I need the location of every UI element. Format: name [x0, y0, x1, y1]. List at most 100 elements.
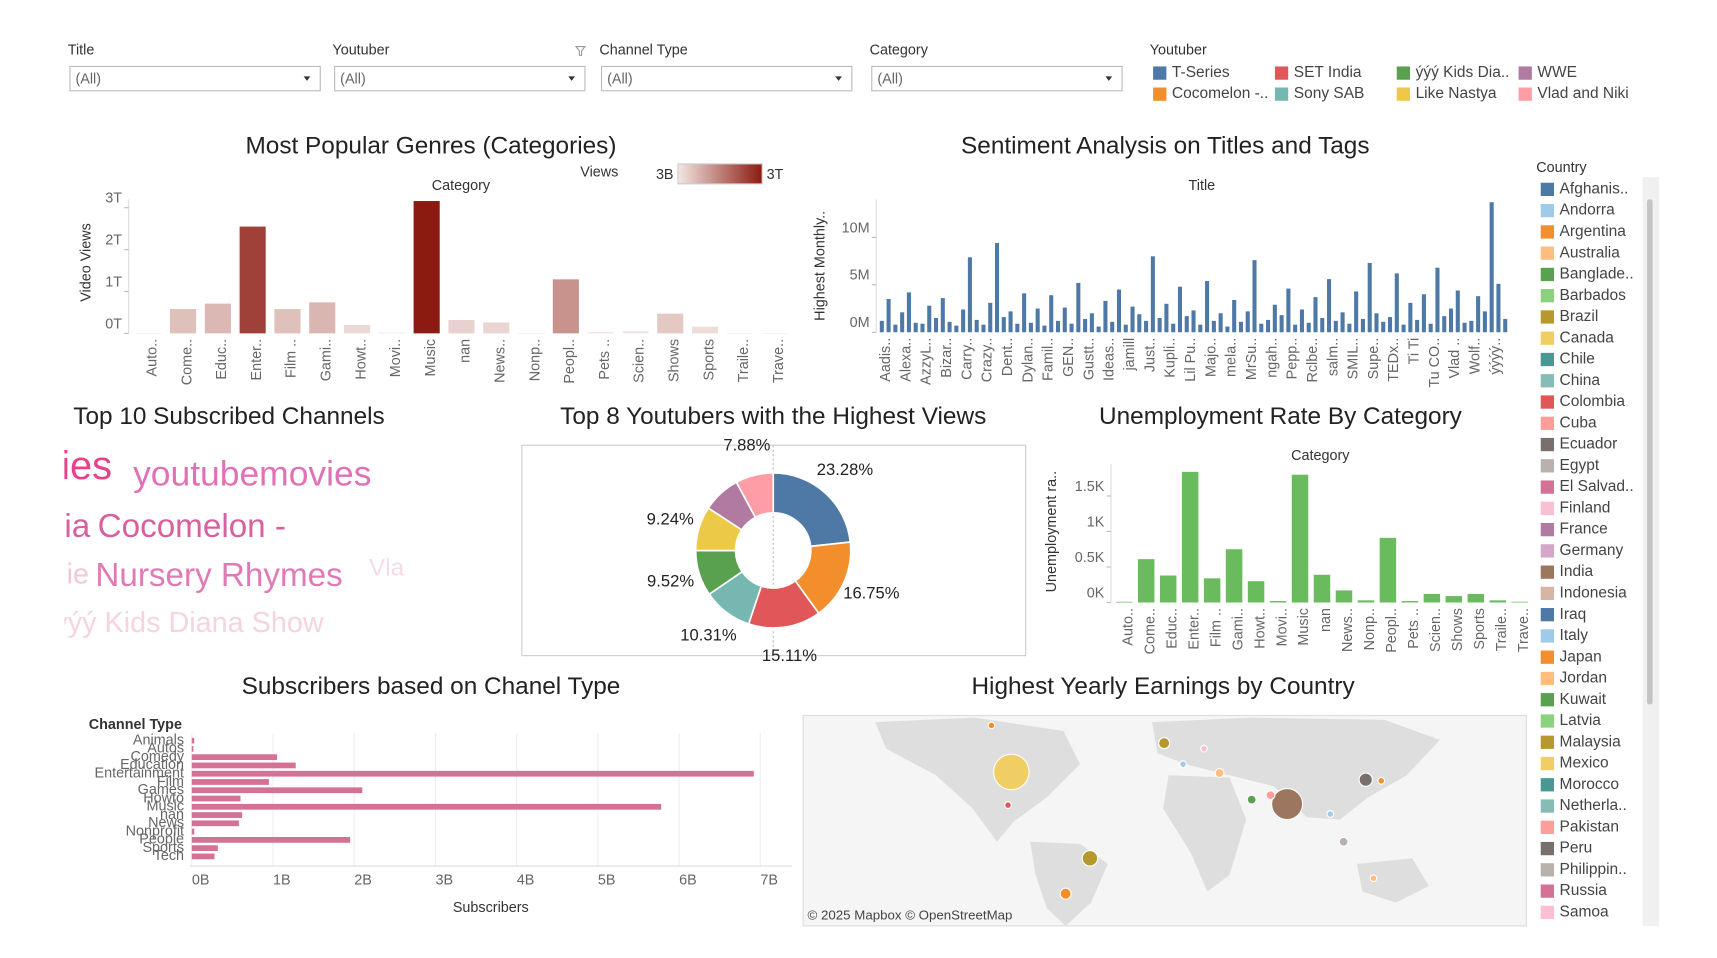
filter-dropdown[interactable]: [69, 65, 321, 92]
bar: [309, 302, 336, 334]
legend-swatch[interactable]: [1540, 289, 1555, 303]
bar: [1476, 296, 1481, 333]
legend-swatch[interactable]: [1540, 735, 1555, 749]
legend-label[interactable]: ýýý Kids Dia..: [1416, 64, 1510, 81]
legend-swatch[interactable]: [1274, 66, 1289, 80]
legend-label[interactable]: T-Series: [1172, 64, 1230, 81]
x-tick-label: Kupli..: [1163, 338, 1179, 378]
legend-label[interactable]: Kuwait: [1560, 691, 1607, 708]
bar: [1022, 293, 1027, 333]
filter-dropdown[interactable]: [334, 65, 586, 92]
legend-label[interactable]: Cuba: [1560, 414, 1597, 431]
legend-label[interactable]: Germany: [1560, 542, 1624, 559]
legend-swatch[interactable]: [1540, 374, 1555, 388]
legend-label[interactable]: WWE: [1537, 64, 1577, 81]
legend-swatch[interactable]: [1540, 225, 1555, 239]
legend-swatch[interactable]: [1518, 66, 1532, 80]
legend-label[interactable]: Colombia: [1560, 393, 1626, 410]
legend-label[interactable]: Mexico: [1560, 755, 1609, 772]
legend-label[interactable]: SET India: [1294, 64, 1362, 81]
legend-swatch[interactable]: [1274, 87, 1289, 101]
legend-swatch[interactable]: [1540, 778, 1555, 792]
dropdown-arrow: [1105, 76, 1113, 81]
legend-label[interactable]: Japan: [1560, 648, 1602, 665]
legend-swatch[interactable]: [1540, 884, 1555, 898]
legend-label[interactable]: France: [1560, 521, 1608, 538]
legend-swatch[interactable]: [1396, 66, 1411, 80]
legend-label[interactable]: Ecuador: [1560, 436, 1618, 453]
scrollbar-thumb[interactable]: [1647, 199, 1653, 705]
word: Cocomelon -: [98, 508, 286, 545]
legend-label[interactable]: Indonesia: [1560, 584, 1628, 601]
legend-swatch[interactable]: [1540, 586, 1555, 601]
legend-swatch[interactable]: [1540, 204, 1555, 218]
legend-label[interactable]: Australia: [1560, 244, 1621, 261]
legend-swatch[interactable]: [1540, 331, 1555, 345]
legend-label[interactable]: Samoa: [1560, 903, 1609, 920]
legend-swatch[interactable]: [1540, 863, 1555, 877]
legend-label[interactable]: Philippin..: [1560, 861, 1627, 878]
legend-swatch[interactable]: [1540, 267, 1555, 282]
legend-label[interactable]: Italy: [1560, 627, 1589, 644]
legend-swatch[interactable]: [1153, 87, 1167, 101]
legend-swatch[interactable]: [1540, 459, 1555, 473]
legend-label[interactable]: India: [1560, 563, 1594, 580]
legend-label[interactable]: Andorra: [1560, 202, 1616, 219]
legend-swatch[interactable]: [1540, 544, 1555, 558]
legend-swatch[interactable]: [1540, 841, 1555, 856]
legend-label[interactable]: Vlad and Niki: [1537, 85, 1628, 102]
legend-label[interactable]: Argentina: [1560, 223, 1627, 240]
legend-label[interactable]: Banglade..: [1560, 266, 1634, 283]
legend-swatch[interactable]: [1540, 608, 1555, 622]
legend-swatch[interactable]: [1153, 66, 1167, 80]
legend-swatch[interactable]: [1540, 629, 1555, 643]
legend-swatch[interactable]: [1540, 246, 1555, 260]
donut-slice: [735, 472, 775, 519]
legend-label[interactable]: Malaysia: [1560, 733, 1622, 750]
legend-label[interactable]: Egypt: [1560, 457, 1600, 474]
legend-swatch[interactable]: [1540, 480, 1555, 494]
legend-label[interactable]: Iraq: [1560, 606, 1587, 623]
legend-label[interactable]: Like Nastya: [1416, 85, 1497, 102]
legend-label[interactable]: Pakistan: [1560, 818, 1619, 835]
legend-swatch[interactable]: [1540, 416, 1555, 430]
legend-label[interactable]: Cocomelon -..: [1172, 85, 1268, 102]
legend-label[interactable]: Morocco: [1560, 776, 1619, 793]
legend-swatch[interactable]: [1540, 501, 1555, 515]
legend-swatch[interactable]: [1540, 352, 1555, 367]
x-tick-label: 6B: [679, 872, 697, 888]
legend-label[interactable]: El Salvad..: [1560, 478, 1634, 495]
legend-swatch[interactable]: [1540, 437, 1555, 452]
legend-label[interactable]: Latvia: [1560, 712, 1602, 729]
legend-swatch[interactable]: [1540, 799, 1555, 813]
legend-swatch[interactable]: [1540, 905, 1555, 920]
word: ie: [67, 559, 89, 591]
legend-swatch[interactable]: [1540, 671, 1555, 686]
legend-label[interactable]: Barbados: [1560, 287, 1627, 304]
legend-swatch[interactable]: [1540, 756, 1555, 771]
legend-label[interactable]: Netherla..: [1560, 797, 1627, 814]
legend-label[interactable]: Sony SAB: [1294, 85, 1365, 102]
legend-swatch[interactable]: [1540, 522, 1555, 537]
legend-label[interactable]: Jordan: [1560, 670, 1607, 687]
filter-dropdown[interactable]: [601, 65, 853, 92]
legend-label[interactable]: Peru: [1560, 840, 1593, 857]
legend-swatch[interactable]: [1540, 182, 1555, 197]
legend-label[interactable]: Canada: [1560, 329, 1615, 346]
legend-swatch[interactable]: [1540, 693, 1555, 707]
legend-swatch[interactable]: [1540, 650, 1555, 664]
legend-label[interactable]: Chile: [1560, 351, 1595, 368]
filter-dropdown[interactable]: [871, 65, 1123, 92]
legend-label[interactable]: Russia: [1560, 882, 1608, 899]
legend-swatch[interactable]: [1540, 820, 1555, 834]
legend-swatch[interactable]: [1540, 714, 1555, 728]
legend-label[interactable]: Afghanis..: [1560, 180, 1629, 197]
legend-label[interactable]: China: [1560, 372, 1601, 389]
legend-swatch[interactable]: [1540, 395, 1555, 409]
legend-label[interactable]: Brazil: [1560, 308, 1599, 325]
legend-swatch[interactable]: [1540, 565, 1555, 579]
legend-swatch[interactable]: [1396, 87, 1411, 101]
legend-swatch[interactable]: [1540, 310, 1555, 324]
legend-swatch[interactable]: [1518, 87, 1532, 101]
legend-label[interactable]: Finland: [1560, 499, 1611, 516]
